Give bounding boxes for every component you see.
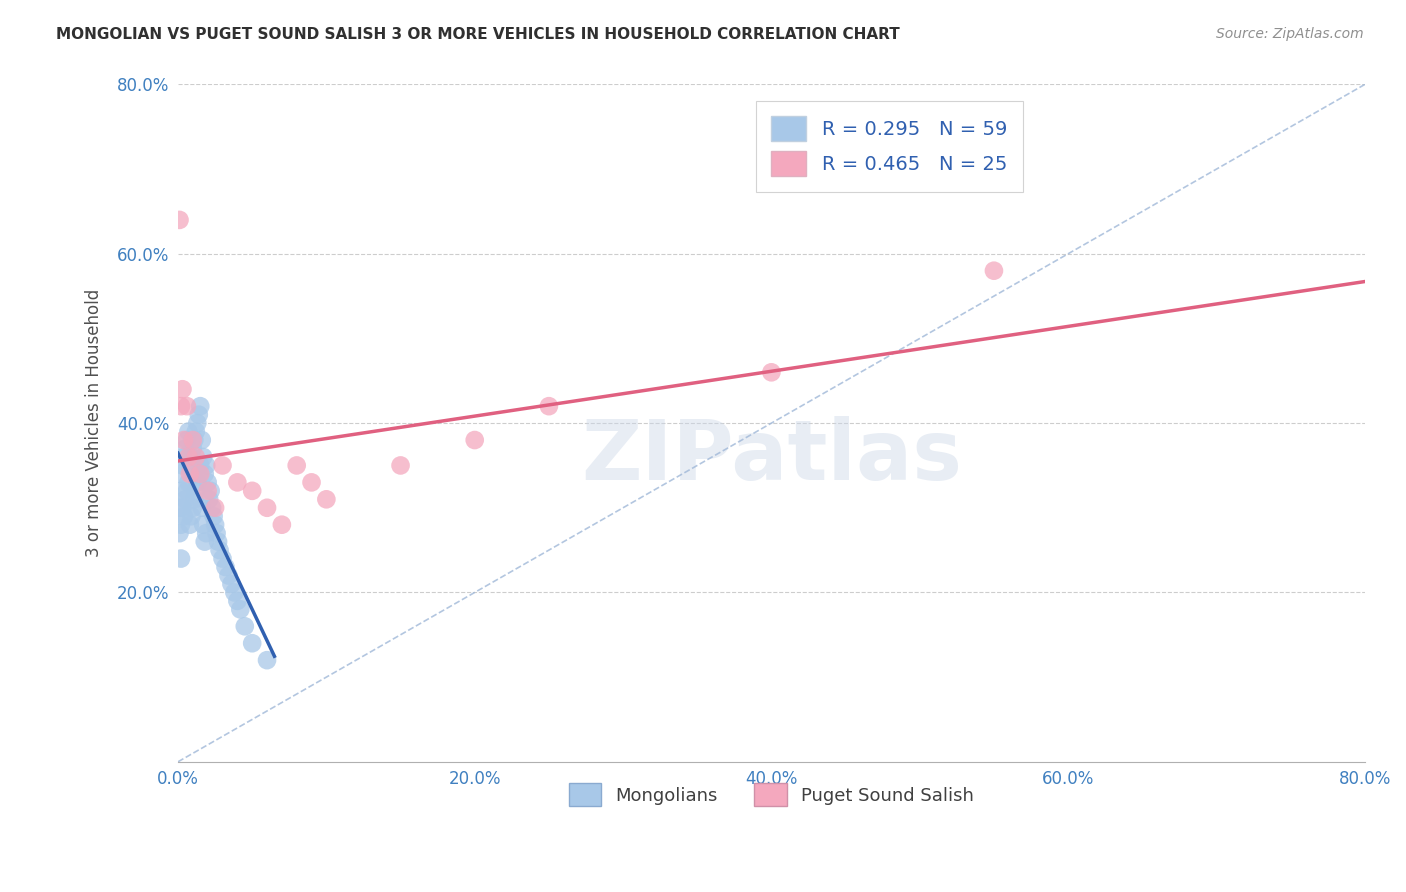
Point <box>172 500 194 515</box>
Point <box>761 365 783 379</box>
Point <box>214 560 236 574</box>
Point <box>186 416 208 430</box>
Point <box>301 475 323 490</box>
Point <box>179 458 201 473</box>
Point <box>285 458 308 473</box>
Point <box>229 602 252 616</box>
Point <box>256 653 278 667</box>
Point <box>211 551 233 566</box>
Text: ZIPatlas: ZIPatlas <box>581 417 962 498</box>
Point <box>194 534 217 549</box>
Point <box>204 517 226 532</box>
Point <box>240 636 263 650</box>
Point <box>177 425 200 439</box>
Point <box>224 585 246 599</box>
Point <box>177 450 200 464</box>
Point <box>183 433 205 447</box>
Point <box>537 399 560 413</box>
Point <box>983 263 1005 277</box>
Point <box>172 458 194 473</box>
Point <box>197 483 219 498</box>
Point <box>176 399 198 413</box>
Point <box>270 517 292 532</box>
Point <box>173 433 195 447</box>
Point <box>170 517 193 532</box>
Point <box>184 483 207 498</box>
Point <box>176 483 198 498</box>
Point <box>233 619 256 633</box>
Point <box>169 467 191 481</box>
Point <box>190 433 212 447</box>
Point <box>190 500 212 515</box>
Point <box>205 526 228 541</box>
Point <box>194 467 217 481</box>
Point <box>193 450 215 464</box>
Point <box>201 500 224 515</box>
Point <box>180 509 202 524</box>
Point <box>177 475 200 490</box>
Point <box>315 492 337 507</box>
Point <box>174 442 197 456</box>
Point <box>169 500 191 515</box>
Point <box>195 526 218 541</box>
Point <box>193 517 215 532</box>
Point <box>226 475 249 490</box>
Point <box>179 517 201 532</box>
Point <box>188 467 211 481</box>
Point <box>188 399 211 413</box>
Point <box>173 509 195 524</box>
Point <box>198 492 221 507</box>
Point <box>240 483 263 498</box>
Point <box>180 450 202 464</box>
Point <box>181 433 204 447</box>
Point <box>197 475 219 490</box>
Point <box>226 594 249 608</box>
Point <box>207 534 229 549</box>
Point <box>173 450 195 464</box>
Point <box>208 543 231 558</box>
Point <box>211 458 233 473</box>
Point <box>204 500 226 515</box>
Legend: Mongolians, Puget Sound Salish: Mongolians, Puget Sound Salish <box>561 776 981 814</box>
Point <box>195 458 218 473</box>
Point <box>187 467 209 481</box>
Point <box>169 526 191 541</box>
Point <box>176 433 198 447</box>
Point <box>256 500 278 515</box>
Point <box>202 509 225 524</box>
Point <box>184 425 207 439</box>
Point <box>172 382 194 396</box>
Text: Source: ZipAtlas.com: Source: ZipAtlas.com <box>1216 27 1364 41</box>
Point <box>464 433 486 447</box>
Point <box>187 408 209 422</box>
Point <box>179 467 201 481</box>
Point <box>183 492 205 507</box>
Point <box>188 458 211 473</box>
Point <box>200 483 222 498</box>
Point <box>170 483 193 498</box>
Point <box>181 500 204 515</box>
Point <box>186 475 208 490</box>
Point <box>389 458 412 473</box>
Point <box>181 442 204 456</box>
Point <box>184 450 207 464</box>
Point <box>170 551 193 566</box>
Y-axis label: 3 or more Vehicles in Household: 3 or more Vehicles in Household <box>86 289 103 558</box>
Text: MONGOLIAN VS PUGET SOUND SALISH 3 OR MORE VEHICLES IN HOUSEHOLD CORRELATION CHAR: MONGOLIAN VS PUGET SOUND SALISH 3 OR MOR… <box>56 27 900 42</box>
Point <box>217 568 239 582</box>
Point <box>169 213 191 227</box>
Point <box>221 577 243 591</box>
Point <box>174 492 197 507</box>
Point <box>170 399 193 413</box>
